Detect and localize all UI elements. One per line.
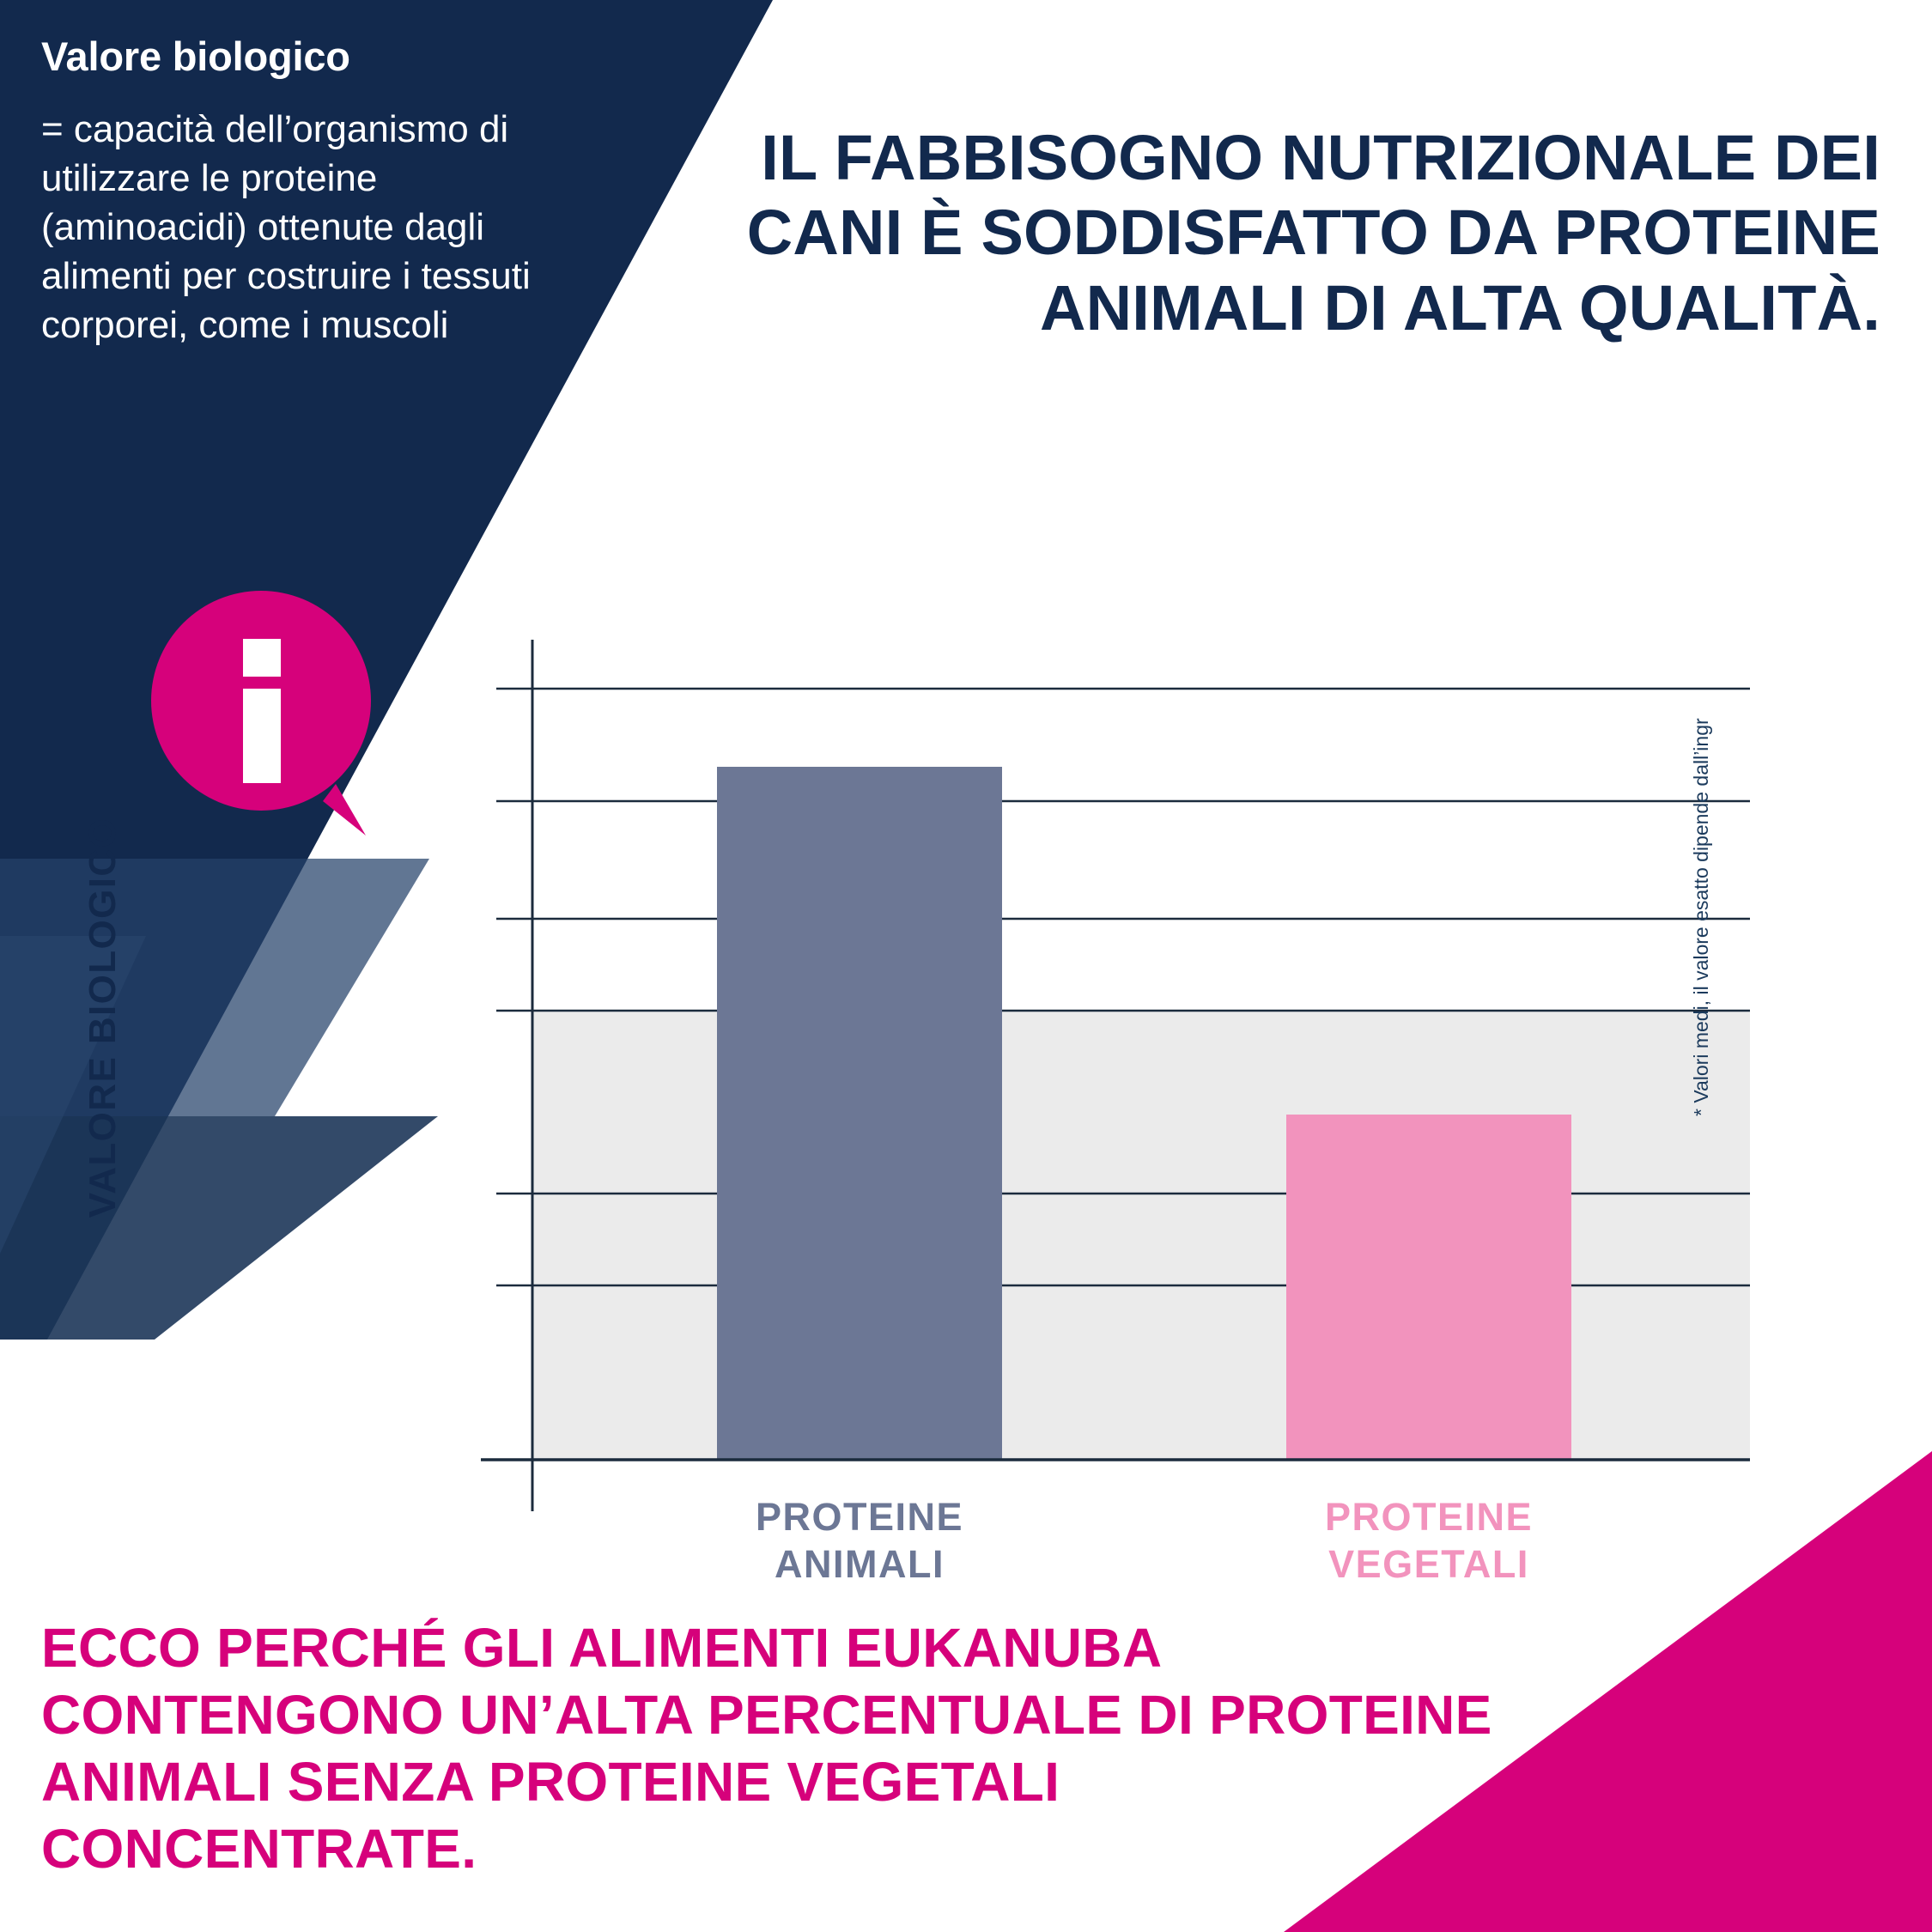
info-bubble[interactable] <box>151 591 400 840</box>
chart-footnote: * Valori medi, il valore esatto dipende … <box>1690 718 1712 1116</box>
info-panel-body: = capacità dell’organismo di utilizzare … <box>41 107 531 347</box>
info-icon <box>151 591 371 835</box>
bottom-statement: ECCO PERCHÉ GLI ALIMENTI EUKANUBA CONTEN… <box>41 1617 1492 1880</box>
y-axis-label: VALORE BIOLOGICO <box>82 817 124 1218</box>
bar-label-line-1: PROTEINE <box>1324 1495 1534 1539</box>
info-panel: Valore biologico = capacità dell’organis… <box>41 34 574 350</box>
page-title: IL FABBISOGNO NUTRIZIONALE DEI CANI È SO… <box>746 122 1880 343</box>
bar-label-proteine-animali: PROTEINE ANIMALI <box>717 1494 1002 1589</box>
bar-label-line-2: ANIMALI <box>775 1541 945 1586</box>
navy-facet-upper <box>0 859 429 1116</box>
bar-proteine-vegetali <box>1286 1115 1571 1460</box>
bar-proteine-animali <box>717 767 1002 1460</box>
info-panel-title: Valore biologico <box>41 33 350 79</box>
navy-facet-lower <box>0 1116 438 1340</box>
bar-label-line-1: PROTEINE <box>755 1495 964 1539</box>
bar-label-line-2: VEGETALI <box>1328 1541 1529 1586</box>
bar-label-proteine-vegetali: PROTEINE VEGETALI <box>1286 1494 1571 1589</box>
magenta-corner-wedge <box>1284 1451 1932 1932</box>
navy-facet-left <box>0 936 146 1254</box>
